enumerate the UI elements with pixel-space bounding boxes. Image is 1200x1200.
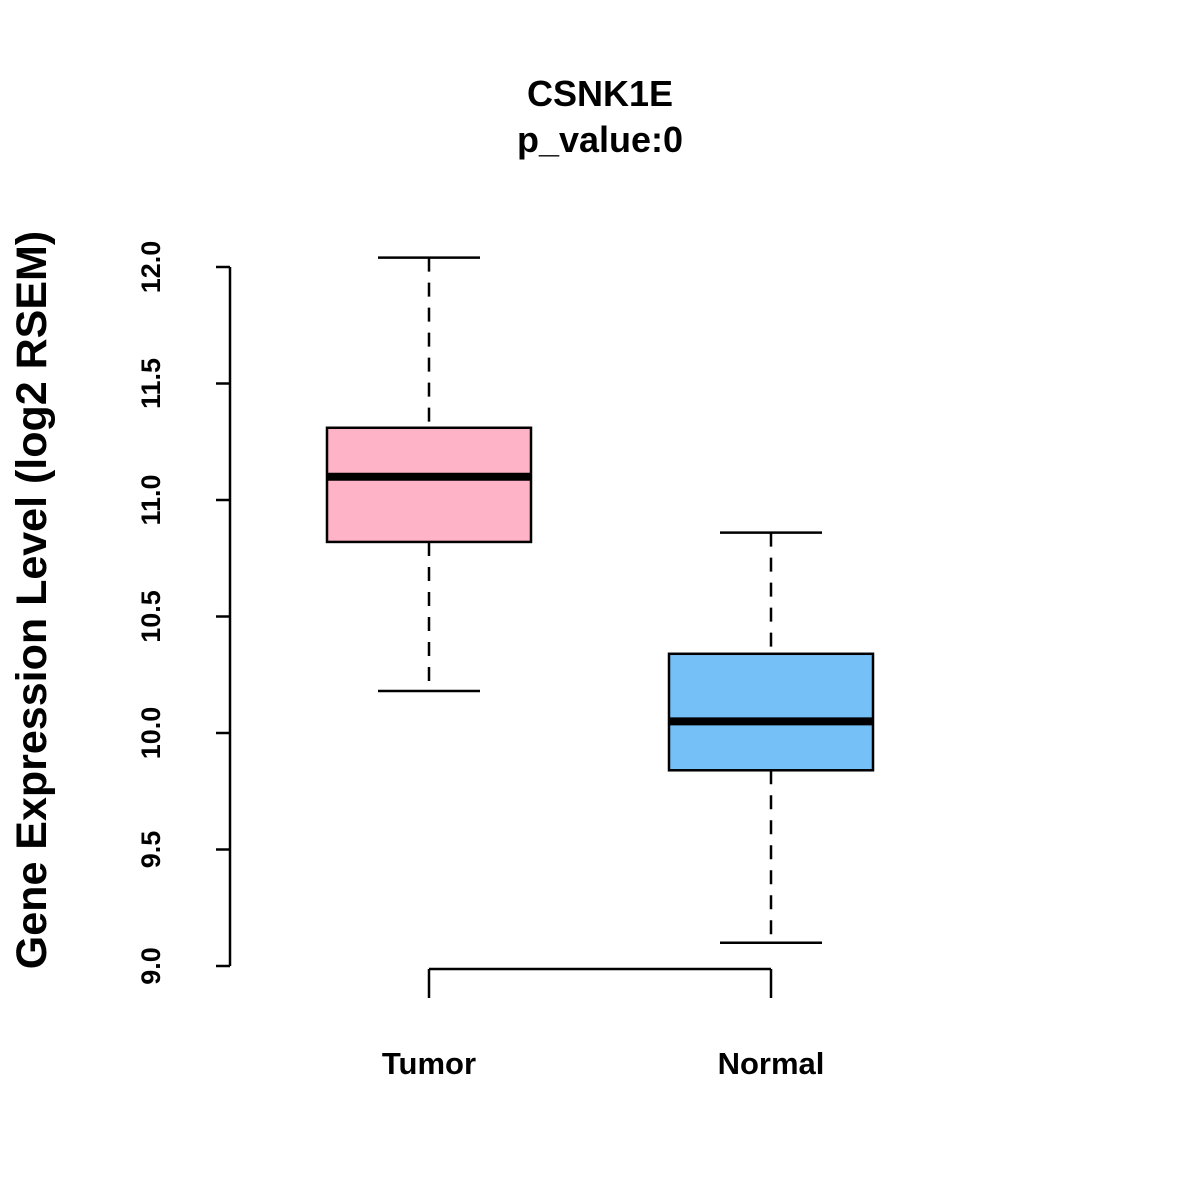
y-tick-label: 9.0 (136, 947, 166, 985)
y-tick-label: 12.0 (136, 241, 166, 294)
y-axis-label: Gene Expression Level (log2 RSEM) (8, 231, 56, 969)
chart-title: CSNK1E (527, 73, 673, 114)
box-normal (667, 531, 875, 944)
y-tick-label: 10.5 (136, 590, 166, 643)
y-tick-label: 11.0 (136, 474, 166, 525)
y-axis: 9.0 9.5 10.0 10.5 11.0 11.5 12.0 (136, 241, 232, 985)
interquartile-box (667, 652, 875, 772)
x-axis-labels: Tumor Normal (382, 1046, 824, 1081)
chart-subtitle: p_value:0 (517, 119, 683, 160)
boxes (325, 256, 875, 944)
x-category-label: Normal (718, 1046, 825, 1081)
y-tick-label: 11.5 (136, 358, 166, 409)
interquartile-box (325, 426, 533, 544)
box-tumor (325, 256, 533, 693)
x-category-label: Tumor (382, 1046, 476, 1081)
y-tick-label: 9.5 (136, 831, 166, 869)
comparison-bracket (427, 967, 773, 998)
y-tick-label: 10.0 (136, 707, 166, 760)
